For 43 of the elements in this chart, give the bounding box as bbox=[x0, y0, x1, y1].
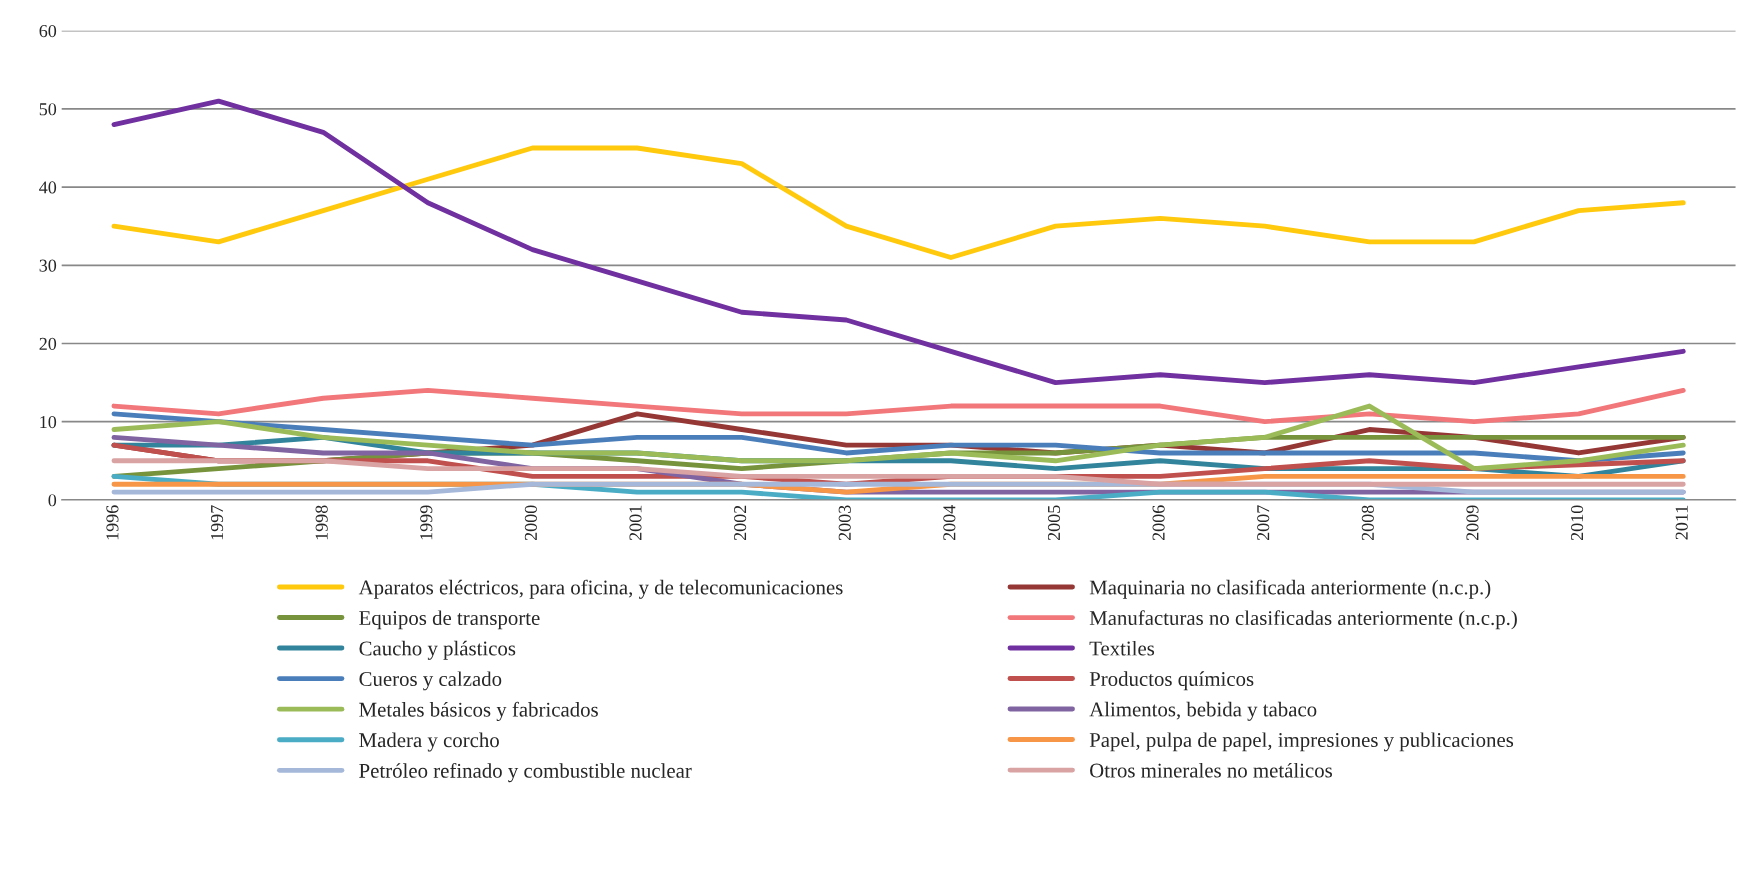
legend-label: Otros minerales no metálicos bbox=[1090, 762, 1332, 778]
x-tick-label: 2001 bbox=[629, 505, 642, 541]
line-series bbox=[111, 387, 1686, 425]
x-tick-label: 1999 bbox=[420, 505, 433, 540]
y-tick-label: 40 bbox=[39, 181, 57, 194]
legend-label: Alimentos, bebida y tabaco bbox=[1089, 701, 1317, 721]
line-series bbox=[111, 98, 1686, 386]
y-tick-label: 60 bbox=[39, 24, 57, 38]
x-tick-label: 2011 bbox=[1675, 505, 1688, 540]
legend-label: Petróleo refinado y combustible nuclear bbox=[359, 762, 692, 783]
y-tick-label: 20 bbox=[39, 337, 57, 350]
legend-label: Productos químicos bbox=[1089, 671, 1254, 691]
legend-label: Aparatos eléctricos, para oficina, y de telecomunicaciones bbox=[358, 579, 843, 599]
x-tick-label: 2004 bbox=[943, 505, 956, 541]
x-tick-label: 1998 bbox=[315, 505, 328, 540]
line-series bbox=[111, 458, 1686, 487]
x-tick-label: 2008 bbox=[1361, 505, 1374, 541]
x-tick-label: 2009 bbox=[1466, 505, 1479, 541]
x-tick-label: 2010 bbox=[1570, 505, 1584, 541]
legend-label: Metales básicos y fabricados bbox=[359, 701, 598, 721]
legend-label: Equipos de transporte bbox=[359, 610, 540, 630]
legend-label: Textiles bbox=[1089, 640, 1155, 656]
legend-label: Maquinaria no clasificada anteriormente (n.c.p.) bbox=[1089, 579, 1491, 599]
legend-label: Papel, pulpa de papel, impresiones y publicaciones bbox=[1089, 732, 1514, 752]
y-tick-label: 10 bbox=[40, 415, 57, 429]
x-tick-label: 2005 bbox=[1047, 505, 1061, 541]
line-series bbox=[111, 145, 1686, 260]
x-tick-label: 1996 bbox=[106, 505, 119, 540]
x-tick-label: 2006 bbox=[1152, 505, 1165, 541]
line-series bbox=[111, 411, 1686, 464]
line-series bbox=[111, 403, 1686, 472]
y-tick-label: 0 bbox=[48, 494, 57, 507]
legend-label: Manufacturas no clasificadas anteriormente (n.c.p.) bbox=[1089, 610, 1517, 630]
y-tick-label: 50 bbox=[39, 103, 57, 116]
legend-label: Cueros y calzado bbox=[359, 671, 502, 691]
x-tick-label: 2002 bbox=[734, 505, 747, 541]
legend-label: Madera y corcho bbox=[359, 732, 499, 752]
y-tick-label: 30 bbox=[39, 259, 57, 272]
legend-label: Caucho y plásticos bbox=[359, 640, 516, 660]
x-tick-label: 1997 bbox=[210, 505, 224, 540]
x-tick-label: 2003 bbox=[838, 505, 851, 541]
x-tick-label: 2007 bbox=[1257, 505, 1270, 541]
x-tick-label: 2000 bbox=[524, 505, 537, 541]
